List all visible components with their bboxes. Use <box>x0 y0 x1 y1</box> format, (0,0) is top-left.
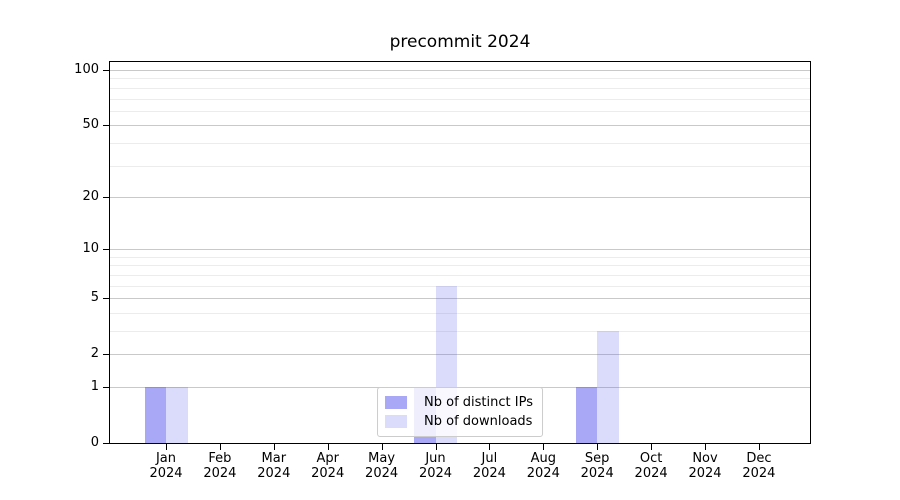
x-tick-year: 2024 <box>634 466 668 481</box>
gridline-minor-80 <box>110 87 810 89</box>
chart-title: precommit 2024 <box>389 32 531 52</box>
y-tick-1 <box>103 387 109 388</box>
y-tick-label-5: 5 <box>90 290 99 306</box>
y-tick-label-50: 50 <box>82 117 99 133</box>
x-tick-year: 2024 <box>365 466 399 481</box>
gridline-minor-3 <box>110 331 810 332</box>
y-tick-50 <box>103 125 109 127</box>
x-tick-month: Dec <box>746 451 772 466</box>
gridline-major-20 <box>110 196 810 198</box>
gridline-major-5 <box>110 298 810 300</box>
x-tick-label-jun: Jun 2024 <box>406 451 466 481</box>
x-tick-label-oct: Oct 2024 <box>621 451 681 481</box>
x-tick-year: 2024 <box>526 466 560 481</box>
bar-nb-of-distinct-ips-sep <box>575 387 598 443</box>
x-tick-month: Jan <box>155 451 177 466</box>
y-tick-2 <box>103 354 109 356</box>
x-tick-month: May <box>368 451 396 466</box>
x-tick-year: 2024 <box>742 466 776 481</box>
legend-row-downloads: Nb of downloads <box>385 412 533 431</box>
y-tick-10 <box>103 249 109 251</box>
x-tick-year: 2024 <box>257 466 291 481</box>
x-tick-mar <box>273 444 275 450</box>
legend-swatch-distinct-ips <box>385 396 408 409</box>
x-tick-label-mar: Mar 2024 <box>244 451 304 481</box>
y-tick-label-0: 0 <box>90 435 99 450</box>
x-tick-month: Mar <box>261 451 287 466</box>
bar-nb-of-downloads-sep <box>597 331 619 443</box>
x-tick-label-may: May 2024 <box>352 451 412 481</box>
gridline-major-50 <box>110 125 810 127</box>
gridline-minor-60 <box>110 110 810 112</box>
gridline-minor-8 <box>110 265 810 267</box>
gridline-minor-6 <box>110 285 810 287</box>
x-tick-year: 2024 <box>149 466 183 481</box>
x-tick-year: 2024 <box>203 466 237 481</box>
y-tick-0 <box>103 443 109 444</box>
y-tick-label-1: 1 <box>90 379 99 394</box>
x-tick-month: Jul <box>481 451 498 466</box>
x-tick-jan <box>166 444 167 450</box>
x-tick-label-jan: Jan 2024 <box>136 451 196 481</box>
x-tick-sep <box>597 444 599 450</box>
x-tick-year: 2024 <box>311 466 345 481</box>
y-tick-20 <box>103 196 109 198</box>
x-tick-month: Feb <box>208 451 232 466</box>
x-tick-jul <box>489 444 491 450</box>
bar-nb-of-distinct-ips-jan <box>144 387 166 443</box>
x-tick-label-apr: Apr 2024 <box>298 451 358 481</box>
gridline-minor-30 <box>110 165 810 167</box>
x-tick-label-feb: Feb 2024 <box>190 451 250 481</box>
x-tick-may <box>381 444 383 450</box>
x-tick-month: Aug <box>530 451 556 466</box>
y-tick-label-100: 100 <box>74 62 99 77</box>
gridline-minor-70 <box>110 98 810 100</box>
x-tick-month: Oct <box>639 451 663 466</box>
x-tick-apr <box>327 444 329 450</box>
x-tick-aug <box>543 444 545 450</box>
x-tick-year: 2024 <box>472 466 506 481</box>
y-tick-5 <box>103 298 109 300</box>
x-tick-jun <box>435 444 437 450</box>
x-tick-dec <box>758 444 760 450</box>
x-tick-month: Sep <box>584 451 610 466</box>
x-tick-label-jul: Jul 2024 <box>459 451 519 481</box>
x-tick-label-aug: Aug 2024 <box>513 451 573 481</box>
gridline-minor-4 <box>110 312 810 314</box>
legend: Nb of distinct IPs Nb of downloads <box>377 387 543 437</box>
x-tick-nov <box>705 444 706 450</box>
legend-label-downloads: Nb of downloads <box>424 414 533 429</box>
y-tick-label-20: 20 <box>82 188 99 204</box>
x-tick-month: Apr <box>316 451 339 466</box>
legend-swatch-downloads <box>385 415 408 428</box>
y-tick-label-2: 2 <box>90 346 99 362</box>
x-tick-month: Nov <box>692 451 718 466</box>
x-tick-label-dec: Dec 2024 <box>729 451 789 481</box>
x-tick-year: 2024 <box>418 466 453 481</box>
x-tick-feb <box>219 444 221 450</box>
legend-row-distinct-ips: Nb of distinct IPs <box>385 393 533 412</box>
bar-nb-of-downloads-jan <box>166 387 188 443</box>
gridline-minor-40 <box>110 142 810 144</box>
x-tick-month: Jun <box>425 451 446 466</box>
x-tick-year: 2024 <box>688 466 722 481</box>
gridline-minor-7 <box>110 274 810 276</box>
gridline-minor-9 <box>110 256 810 258</box>
plot-area: Nb of distinct IPs Nb of downloads <box>110 62 810 443</box>
x-tick-year: 2024 <box>580 466 614 481</box>
gridline-major-100 <box>110 70 810 71</box>
x-tick-label-sep: Sep 2024 <box>567 451 627 481</box>
x-tick-label-nov: Nov 2024 <box>675 451 735 481</box>
legend-label-distinct-ips: Nb of distinct IPs <box>424 395 533 410</box>
gridline-minor-90 <box>110 78 810 80</box>
gridline-major-2 <box>110 354 810 356</box>
x-tick-oct <box>651 444 653 450</box>
gridline-major-10 <box>110 249 810 251</box>
y-tick-100 <box>103 70 109 71</box>
y-tick-label-10: 10 <box>82 241 99 257</box>
